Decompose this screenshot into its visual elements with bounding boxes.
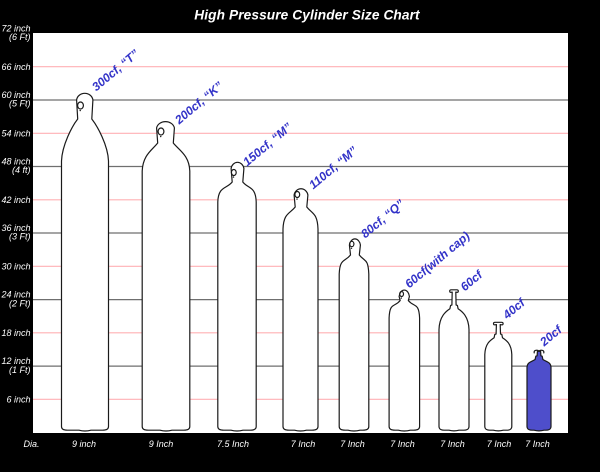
svg-text:(5 Ft): (5 Ft) [9, 99, 31, 109]
svg-text:(1 Ft): (1 Ft) [9, 365, 31, 375]
svg-text:48 inch: 48 inch [1, 157, 30, 167]
svg-text:72 inch: 72 inch [1, 24, 30, 34]
svg-text:9 Inch: 9 Inch [149, 439, 174, 449]
svg-text:24 inch: 24 inch [0, 290, 30, 300]
svg-text:(2 Ft): (2 Ft) [9, 298, 31, 308]
svg-text:7 Inch: 7 Inch [525, 439, 550, 449]
svg-text:7 Inch: 7 Inch [487, 439, 512, 449]
svg-text:7 Inch: 7 Inch [440, 439, 465, 449]
svg-text:7.5 Inch: 7.5 Inch [217, 439, 249, 449]
svg-text:30 inch: 30 inch [1, 262, 30, 272]
svg-text:7 Inch: 7 Inch [340, 439, 365, 449]
svg-text:54 inch: 54 inch [1, 129, 30, 139]
svg-text:6 inch: 6 inch [6, 395, 30, 405]
svg-text:60 inch: 60 inch [1, 90, 30, 100]
svg-text:12 inch: 12 inch [1, 356, 30, 366]
svg-text:Dia.: Dia. [23, 439, 39, 449]
svg-text:9 inch: 9 inch [72, 439, 96, 449]
svg-text:(4 ft): (4 ft) [12, 165, 31, 175]
svg-text:(6 Ft): (6 Ft) [9, 32, 31, 42]
svg-text:42 inch: 42 inch [1, 195, 30, 205]
svg-text:High Pressure Cylinder Size Ch: High Pressure Cylinder Size Chart [194, 8, 421, 23]
svg-text:7 Inch: 7 Inch [390, 439, 415, 449]
svg-text:66 inch: 66 inch [1, 62, 30, 72]
svg-text:7 Inch: 7 Inch [291, 439, 316, 449]
svg-text:(3 Ft): (3 Ft) [9, 232, 31, 242]
svg-text:18 inch: 18 inch [1, 328, 30, 338]
svg-text:36 inch: 36 inch [1, 223, 30, 233]
